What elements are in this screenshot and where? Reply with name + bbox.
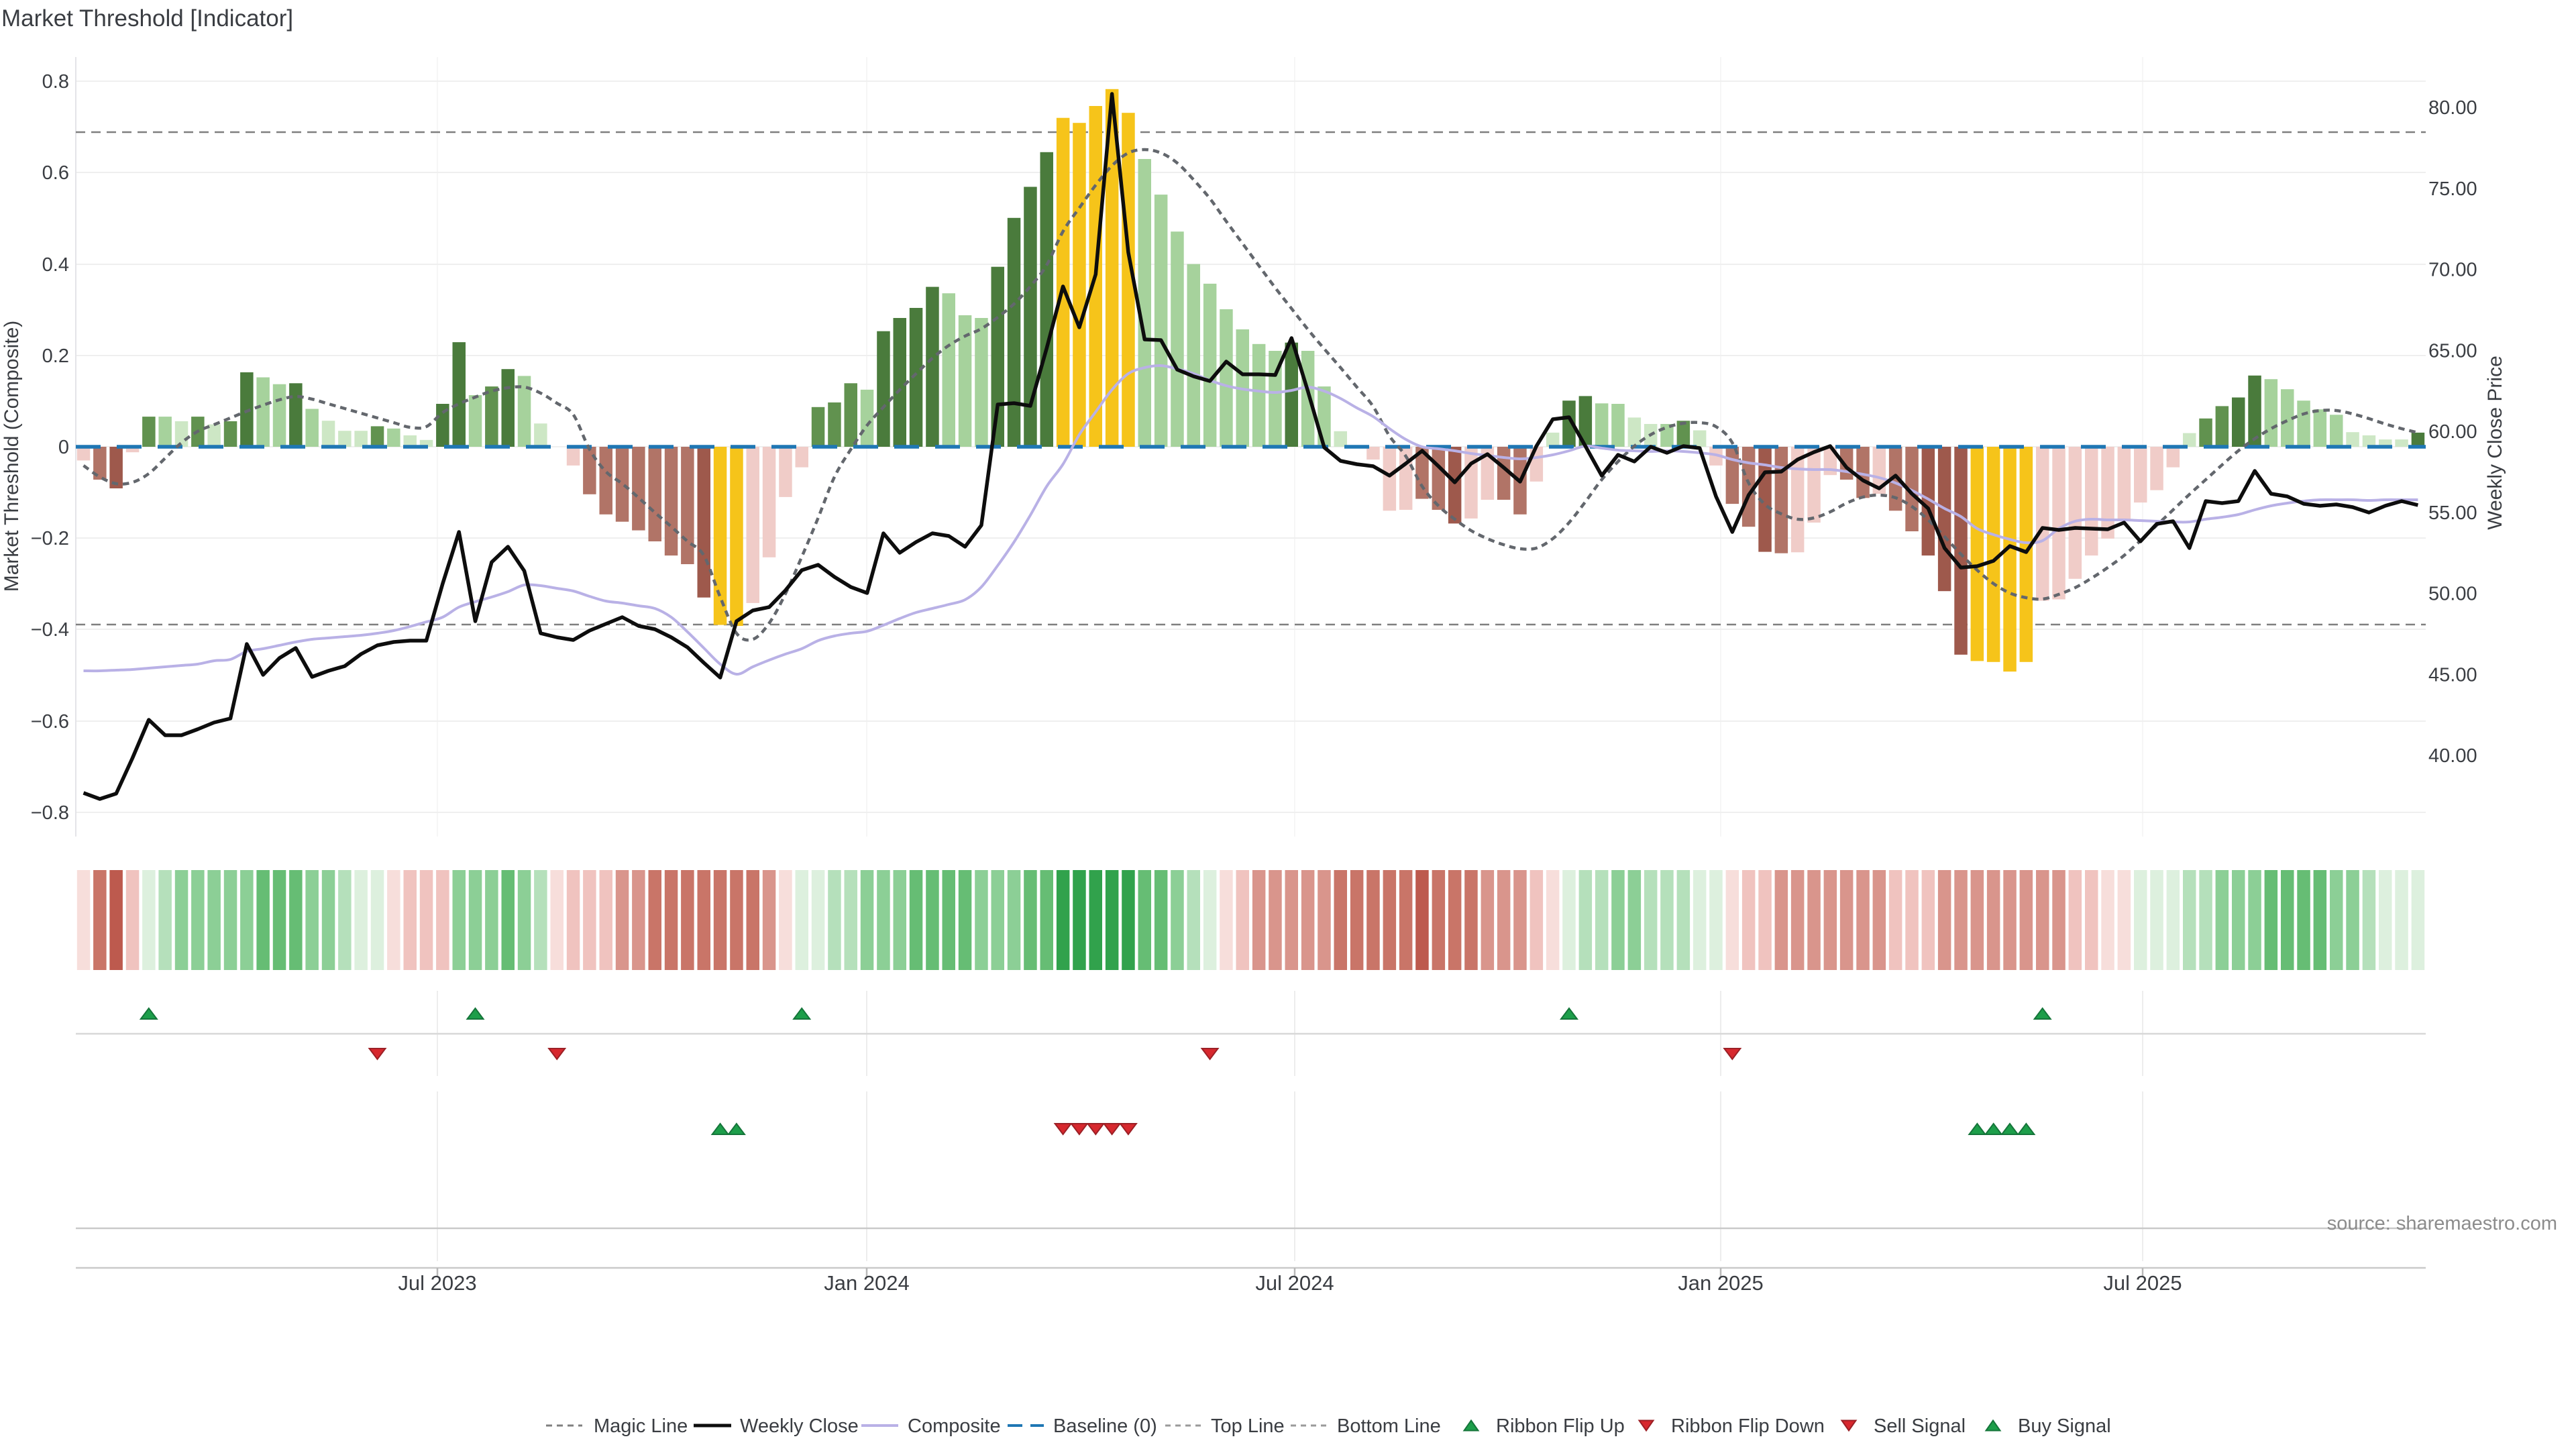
svg-text:80.00: 80.00 [2428,97,2477,119]
svg-text:0.6: 0.6 [42,162,69,184]
svg-text:Composite: Composite [908,1415,1001,1437]
svg-text:Ribbon Flip Down: Ribbon Flip Down [1671,1415,1825,1437]
svg-text:Jul 2023: Jul 2023 [398,1271,476,1295]
svg-text:Jan 2025: Jan 2025 [1678,1271,1764,1295]
svg-text:source: sharemaestro.com: source: sharemaestro.com [2327,1213,2557,1234]
svg-text:Weekly Close Price: Weekly Close Price [2484,356,2506,530]
svg-text:65.00: 65.00 [2428,340,2477,362]
svg-text:70.00: 70.00 [2428,260,2477,281]
svg-text:−0.8: −0.8 [31,802,69,824]
svg-text:−0.2: −0.2 [31,528,69,549]
svg-text:40.00: 40.00 [2428,745,2477,767]
svg-text:0.2: 0.2 [42,345,69,367]
svg-text:Jan 2024: Jan 2024 [824,1271,910,1295]
svg-text:Jul 2025: Jul 2025 [2103,1271,2182,1295]
svg-text:55.00: 55.00 [2428,502,2477,524]
svg-text:Sell Signal: Sell Signal [1874,1415,1966,1437]
svg-text:0.4: 0.4 [42,254,69,276]
svg-text:Market Threshold (Composite): Market Threshold (Composite) [1,321,23,592]
svg-text:0: 0 [58,437,69,458]
svg-text:Top Line: Top Line [1211,1415,1285,1437]
svg-text:Ribbon Flip Up: Ribbon Flip Up [1496,1415,1625,1437]
svg-text:50.00: 50.00 [2428,584,2477,605]
svg-text:60.00: 60.00 [2428,421,2477,443]
svg-text:Buy Signal: Buy Signal [2018,1415,2111,1437]
svg-text:45.00: 45.00 [2428,664,2477,686]
svg-text:Magic Line: Magic Line [594,1415,688,1437]
svg-text:Market Threshold [Indicator]: Market Threshold [Indicator] [1,5,293,32]
svg-text:75.00: 75.00 [2428,178,2477,200]
svg-text:Baseline (0): Baseline (0) [1053,1415,1157,1437]
svg-text:−0.4: −0.4 [31,619,69,641]
svg-text:Weekly Close: Weekly Close [740,1415,859,1437]
svg-text:Bottom Line: Bottom Line [1337,1415,1441,1437]
svg-text:−0.6: −0.6 [31,711,69,733]
svg-text:Jul 2024: Jul 2024 [1255,1271,1334,1295]
svg-text:0.8: 0.8 [42,71,69,93]
